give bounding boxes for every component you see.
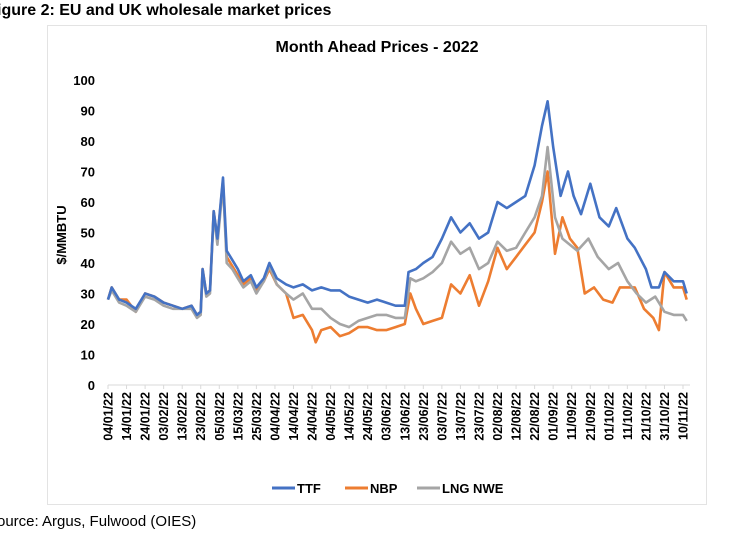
x-tick-label: 03/02/22 xyxy=(157,392,171,441)
y-tick-label: 0 xyxy=(88,378,95,393)
x-tick-label: 13/06/22 xyxy=(398,392,412,441)
x-tick-label: 13/02/22 xyxy=(176,392,190,441)
x-tick-label: 24/04/22 xyxy=(306,392,320,441)
x-tick-label: 04/04/22 xyxy=(268,392,282,441)
x-tick-label: 03/06/22 xyxy=(380,392,394,441)
x-tick-label: 01/10/22 xyxy=(602,392,616,441)
x-tick-label: 13/07/22 xyxy=(454,392,468,441)
y-tick-label: 10 xyxy=(81,348,95,363)
series-line-lng-nwe xyxy=(106,145,688,329)
x-tick-label: 10/11/22 xyxy=(677,392,691,440)
x-tick-label: 05/03/22 xyxy=(213,392,227,441)
y-tick-label: 30 xyxy=(81,287,95,302)
x-tick-label: 11/09/22 xyxy=(565,392,579,440)
legend-label: NBP xyxy=(370,481,398,496)
x-tick-label: 21/09/22 xyxy=(584,392,598,441)
chart-frame xyxy=(47,25,707,505)
x-tick-label: 02/08/22 xyxy=(491,392,505,441)
x-tick-label: 21/10/22 xyxy=(639,392,653,441)
x-tick-label: 04/05/22 xyxy=(324,392,338,441)
x-tick-label: 24/01/22 xyxy=(139,392,153,441)
series-line-ttf xyxy=(106,100,688,317)
x-tick-label: 15/03/22 xyxy=(231,392,245,441)
x-tick-label: 04/01/22 xyxy=(102,392,116,441)
x-tick-label: 01/09/22 xyxy=(547,392,561,441)
x-tick-label: 23/02/22 xyxy=(194,392,208,441)
y-tick-label: 60 xyxy=(81,195,95,210)
y-axis-label: $/MMBTU xyxy=(54,205,69,264)
x-tick-label: 14/05/22 xyxy=(343,392,357,441)
y-tick-label: 90 xyxy=(81,104,95,119)
x-tick-label: 23/06/22 xyxy=(417,392,431,441)
x-tick-label: 12/08/22 xyxy=(510,392,524,441)
figure-title: igure 2: EU and UK wholesale market pric… xyxy=(0,2,332,19)
x-tick-label: 23/07/22 xyxy=(472,392,486,441)
y-tick-label: 70 xyxy=(81,165,95,180)
legend-label: LNG NWE xyxy=(442,481,504,496)
x-tick-label: 25/03/22 xyxy=(250,392,264,441)
x-tick-label: 31/10/22 xyxy=(658,392,672,441)
chart-title: Month Ahead Prices - 2022 xyxy=(275,39,478,56)
legend-label: TTF xyxy=(297,481,321,496)
x-tick-label: 22/08/22 xyxy=(528,392,542,441)
x-tick-label: 11/10/22 xyxy=(621,392,635,440)
y-tick-label: 40 xyxy=(81,256,95,271)
source-note: ource: Argus, Fulwood (OIES) xyxy=(0,513,197,530)
x-tick-label: 14/04/22 xyxy=(287,392,301,441)
y-tick-label: 80 xyxy=(81,134,95,149)
x-tick-label: 24/05/22 xyxy=(361,392,375,441)
y-tick-label: 50 xyxy=(81,226,95,241)
x-tick-label: 03/07/22 xyxy=(435,392,449,441)
x-tick-label: 14/01/22 xyxy=(120,392,134,441)
y-tick-label: 20 xyxy=(81,317,95,332)
y-tick-label: 100 xyxy=(73,73,95,88)
